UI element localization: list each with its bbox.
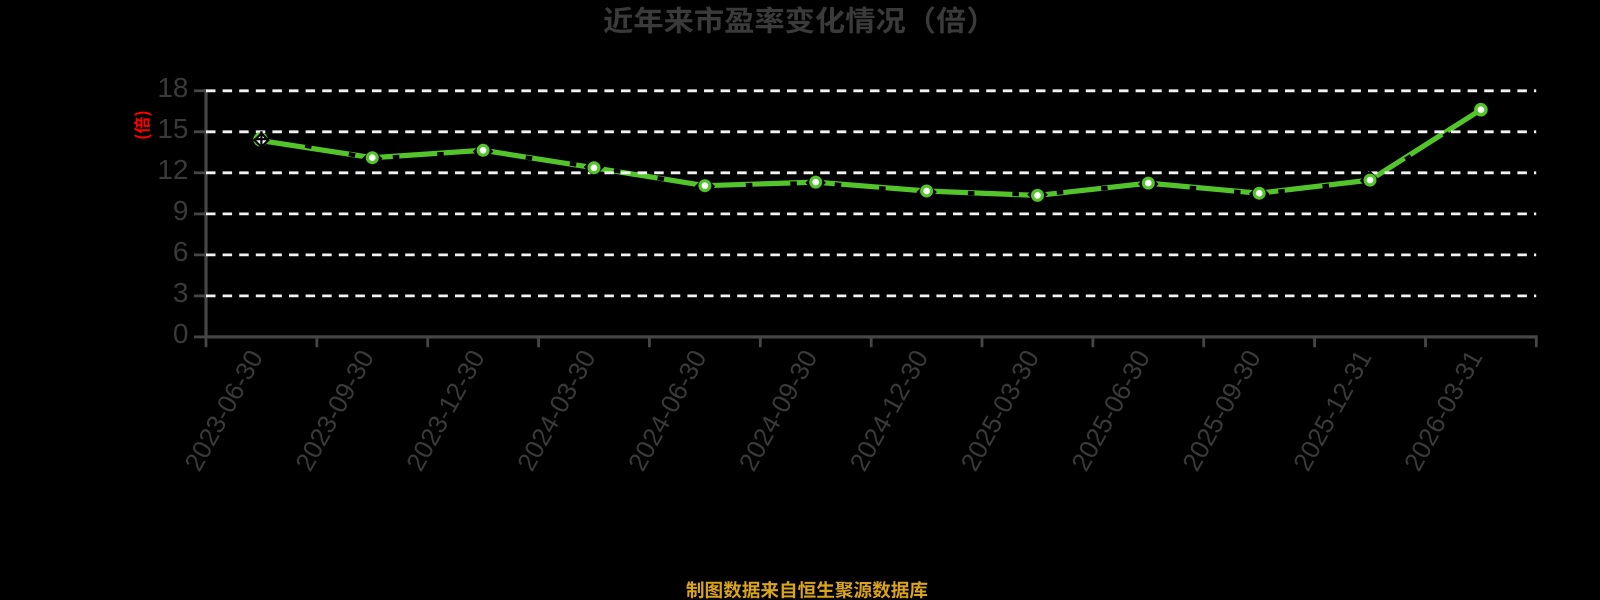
svg-text:3: 3 — [173, 277, 189, 308]
svg-text:18: 18 — [157, 72, 188, 103]
svg-text:15: 15 — [157, 113, 188, 144]
svg-text:12: 12 — [157, 154, 188, 185]
svg-text:6: 6 — [173, 236, 189, 267]
svg-text:9: 9 — [173, 195, 189, 226]
svg-text:0: 0 — [173, 318, 189, 349]
